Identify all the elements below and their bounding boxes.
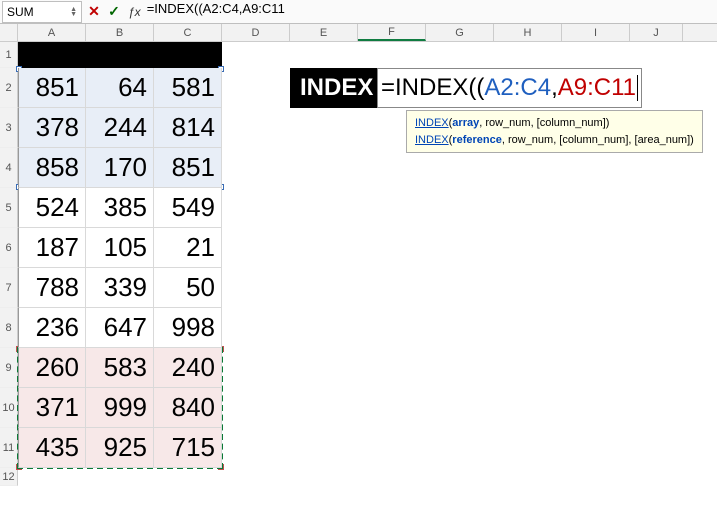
col-header-J[interactable]: J: [630, 24, 683, 41]
cell[interactable]: 925: [86, 428, 154, 468]
cell[interactable]: 524: [18, 188, 86, 228]
cell[interactable]: 647: [86, 308, 154, 348]
row-header-8[interactable]: 8: [0, 308, 18, 348]
cell[interactable]: 998: [154, 308, 222, 348]
cell[interactable]: 858: [18, 148, 86, 188]
cell[interactable]: 385: [86, 188, 154, 228]
column-headers: ABCDEFGHIJ: [0, 24, 717, 42]
cell[interactable]: 814: [154, 108, 222, 148]
row-header-10[interactable]: 10: [0, 388, 18, 428]
table-row: 260583240: [18, 348, 222, 388]
cell[interactable]: 581: [154, 68, 222, 108]
cell[interactable]: 105: [86, 228, 154, 268]
cell[interactable]: 435: [18, 428, 86, 468]
cell[interactable]: 549: [154, 188, 222, 228]
fp-comma: ,: [551, 74, 558, 102]
col-header-E[interactable]: E: [290, 24, 358, 41]
fx-icon[interactable]: ƒx: [128, 5, 141, 19]
cell[interactable]: 64: [86, 68, 154, 108]
row-header-5[interactable]: 5: [0, 188, 18, 228]
cells-area[interactable]: INDEX =INDEX((A2:C4,A9:C11 INDEX(array, …: [18, 42, 717, 486]
col-header-D[interactable]: D: [222, 24, 290, 41]
col-header-G[interactable]: G: [426, 24, 494, 41]
cell[interactable]: 788: [18, 268, 86, 308]
name-box[interactable]: SUM ▲▼: [2, 1, 82, 23]
select-all-corner[interactable]: [0, 24, 18, 41]
cell[interactable]: 21: [154, 228, 222, 268]
cell[interactable]: 999: [86, 388, 154, 428]
cell[interactable]: 851: [154, 148, 222, 188]
row-header-12[interactable]: 12: [0, 468, 18, 486]
fp-prefix: =INDEX(: [381, 74, 476, 102]
col-header-F[interactable]: F: [358, 24, 426, 41]
col-header-B[interactable]: B: [86, 24, 154, 41]
cell[interactable]: 840: [154, 388, 222, 428]
cell[interactable]: 583: [86, 348, 154, 388]
col-header-H[interactable]: H: [494, 24, 562, 41]
grid-body: 123456789101112 INDEX =INDEX((A2:C4,A9:C…: [0, 42, 717, 486]
row-header-11[interactable]: 11: [0, 428, 18, 468]
tooltip-line-1: INDEX(array, row_num, [column_num]): [415, 115, 694, 132]
cell[interactable]: 187: [18, 228, 86, 268]
table-row: 85164581: [18, 68, 222, 108]
row-header-1[interactable]: 1: [0, 42, 18, 68]
tooltip-link-1[interactable]: INDEX: [415, 117, 449, 129]
function-tooltip: INDEX(array, row_num, [column_num]) INDE…: [406, 110, 703, 153]
cancel-icon[interactable]: ✕: [84, 2, 104, 22]
name-box-stepper[interactable]: ▲▼: [70, 7, 77, 17]
cell[interactable]: 236: [18, 308, 86, 348]
cell[interactable]: 851: [18, 68, 86, 108]
formula-input[interactable]: =INDEX((A2:C4,A9:C11: [145, 1, 717, 23]
cell[interactable]: 339: [86, 268, 154, 308]
fp-paren: (: [476, 74, 484, 102]
formula-bar: SUM ▲▼ ✕ ✓ ƒx =INDEX((A2:C4,A9:C11: [0, 0, 717, 24]
cell[interactable]: 50: [154, 268, 222, 308]
tooltip-bold-1: array: [452, 117, 479, 129]
col-header-C[interactable]: C: [154, 24, 222, 41]
row-header-4[interactable]: 4: [0, 148, 18, 188]
cell[interactable]: 371: [18, 388, 86, 428]
table-row: 378244814: [18, 108, 222, 148]
row-headers: 123456789101112: [0, 42, 18, 486]
fp-r2: A9:C11: [558, 74, 636, 102]
text-cursor: [637, 75, 638, 101]
cell[interactable]: 244: [86, 108, 154, 148]
name-box-value: SUM: [7, 5, 34, 19]
cell[interactable]: 240: [154, 348, 222, 388]
row-header-6[interactable]: 6: [0, 228, 18, 268]
table-row: 435925715: [18, 428, 222, 468]
row1-black-fill: [18, 42, 222, 68]
cell[interactable]: 260: [18, 348, 86, 388]
fp-r1: A2:C4: [484, 74, 551, 102]
col-header-A[interactable]: A: [18, 24, 86, 41]
accept-icon[interactable]: ✓: [104, 2, 124, 22]
cell[interactable]: 715: [154, 428, 222, 468]
table-row: 524385549: [18, 188, 222, 228]
cell[interactable]: 378: [18, 108, 86, 148]
table-row: 236647998: [18, 308, 222, 348]
cell[interactable]: 170: [86, 148, 154, 188]
table-row: 78833950: [18, 268, 222, 308]
table-row: 18710521: [18, 228, 222, 268]
col-header-I[interactable]: I: [562, 24, 630, 41]
tooltip-bold-2: reference: [452, 134, 502, 146]
active-cell-edit[interactable]: =INDEX((A2:C4,A9:C11: [377, 68, 642, 108]
row-header-7[interactable]: 7: [0, 268, 18, 308]
row-header-3[interactable]: 3: [0, 108, 18, 148]
tooltip-line-2: INDEX(reference, row_num, [column_num], …: [415, 132, 694, 149]
tooltip-link-2[interactable]: INDEX: [415, 134, 449, 146]
index-header-label: INDEX: [290, 68, 383, 108]
table-row: 371999840: [18, 388, 222, 428]
table-row: 858170851: [18, 148, 222, 188]
row-header-2[interactable]: 2: [0, 68, 18, 108]
row-header-9[interactable]: 9: [0, 348, 18, 388]
